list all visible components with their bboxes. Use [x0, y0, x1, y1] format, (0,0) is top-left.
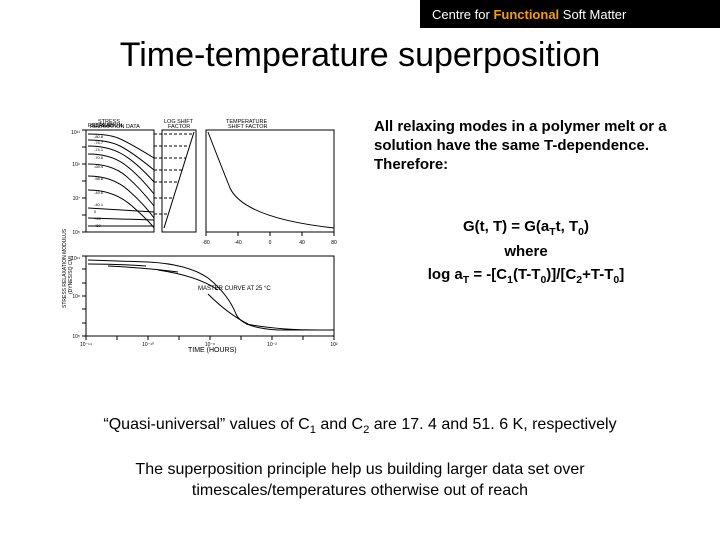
svg-text:-70.6: -70.6 — [94, 155, 104, 160]
svg-text:0: 0 — [269, 240, 272, 246]
equation-line-2: where — [374, 241, 678, 264]
svg-text:80: 80 — [331, 240, 337, 246]
svg-text:-58.8: -58.8 — [94, 176, 104, 181]
svg-text:-80: -80 — [202, 240, 209, 246]
body-row: STRESS RELAXATION LOG SHIFTFACTOR TEMPER… — [58, 118, 678, 358]
svg-text:+25: +25 — [94, 216, 102, 221]
equation-line-3: log aT = -[C1(T-T0)]/[C2+T-T0] — [374, 264, 678, 289]
svg-text:40: 40 — [299, 240, 305, 246]
svg-text:-76.7: -76.7 — [94, 140, 104, 145]
svg-text:-49.6: -49.6 — [94, 190, 104, 195]
header-band: Centre for Functional Soft Matter — [420, 0, 720, 28]
svg-text:RELAXATION DATA: RELAXATION DATA — [90, 124, 140, 130]
svg-text:10²: 10² — [330, 342, 338, 348]
svg-text:10⁻¹⁴: 10⁻¹⁴ — [80, 342, 92, 348]
svg-text:10⁹: 10⁹ — [72, 162, 80, 168]
svg-text:-40: -40 — [234, 240, 241, 246]
right-column: All relaxing modes in a polymer melt or … — [358, 118, 678, 288]
svg-text:SHIFT FACTOR: SHIFT FACTOR — [228, 124, 268, 130]
svg-text:TIME (HOURS): TIME (HOURS) — [188, 347, 237, 354]
svg-text:0: 0 — [94, 209, 97, 214]
svg-text:-40.1: -40.1 — [94, 202, 104, 207]
svg-text:-80.8: -80.8 — [94, 134, 104, 139]
tts-figure: STRESS RELAXATION LOG SHIFTFACTOR TEMPER… — [58, 118, 358, 358]
svg-text:-65.4: -65.4 — [94, 164, 104, 169]
svg-text:FACTOR: FACTOR — [168, 124, 190, 130]
svg-text:10⁻¹⁰: 10⁻¹⁰ — [142, 342, 154, 348]
footnote-principle: The superposition principle help us buil… — [0, 460, 720, 502]
header-soft-matter: Soft Matter — [563, 7, 627, 22]
header-centre-for: Centre for — [432, 7, 490, 22]
svg-text:10⁵: 10⁵ — [72, 334, 80, 340]
svg-text:10⁵: 10⁵ — [72, 230, 80, 236]
footnote-constants: “Quasi-universal” values of C1 and C2 ar… — [0, 416, 720, 436]
svg-text:-74.1: -74.1 — [94, 147, 104, 152]
equation-block: G(t, T) = G(aTt, T0) where log aT = -[C1… — [374, 216, 678, 288]
svg-text:10⁻²: 10⁻² — [267, 342, 277, 348]
svg-text:+50: +50 — [94, 223, 102, 228]
svg-text:10¹¹: 10¹¹ — [71, 256, 80, 262]
intro-paragraph: All relaxing modes in a polymer melt or … — [374, 118, 678, 174]
header-functional: Functional — [493, 7, 559, 22]
svg-text:10⁸: 10⁸ — [72, 294, 80, 300]
svg-text:MASTER CURVE AT 25 °C: MASTER CURVE AT 25 °C — [198, 286, 271, 292]
svg-text:10⁻⁶: 10⁻⁶ — [205, 342, 215, 348]
svg-text:10⁷: 10⁷ — [73, 196, 81, 202]
equation-line-1: G(t, T) = G(aTt, T0) — [374, 216, 678, 241]
page-title: Time-temperature superposition — [0, 36, 720, 75]
svg-text:10¹¹: 10¹¹ — [71, 130, 80, 136]
